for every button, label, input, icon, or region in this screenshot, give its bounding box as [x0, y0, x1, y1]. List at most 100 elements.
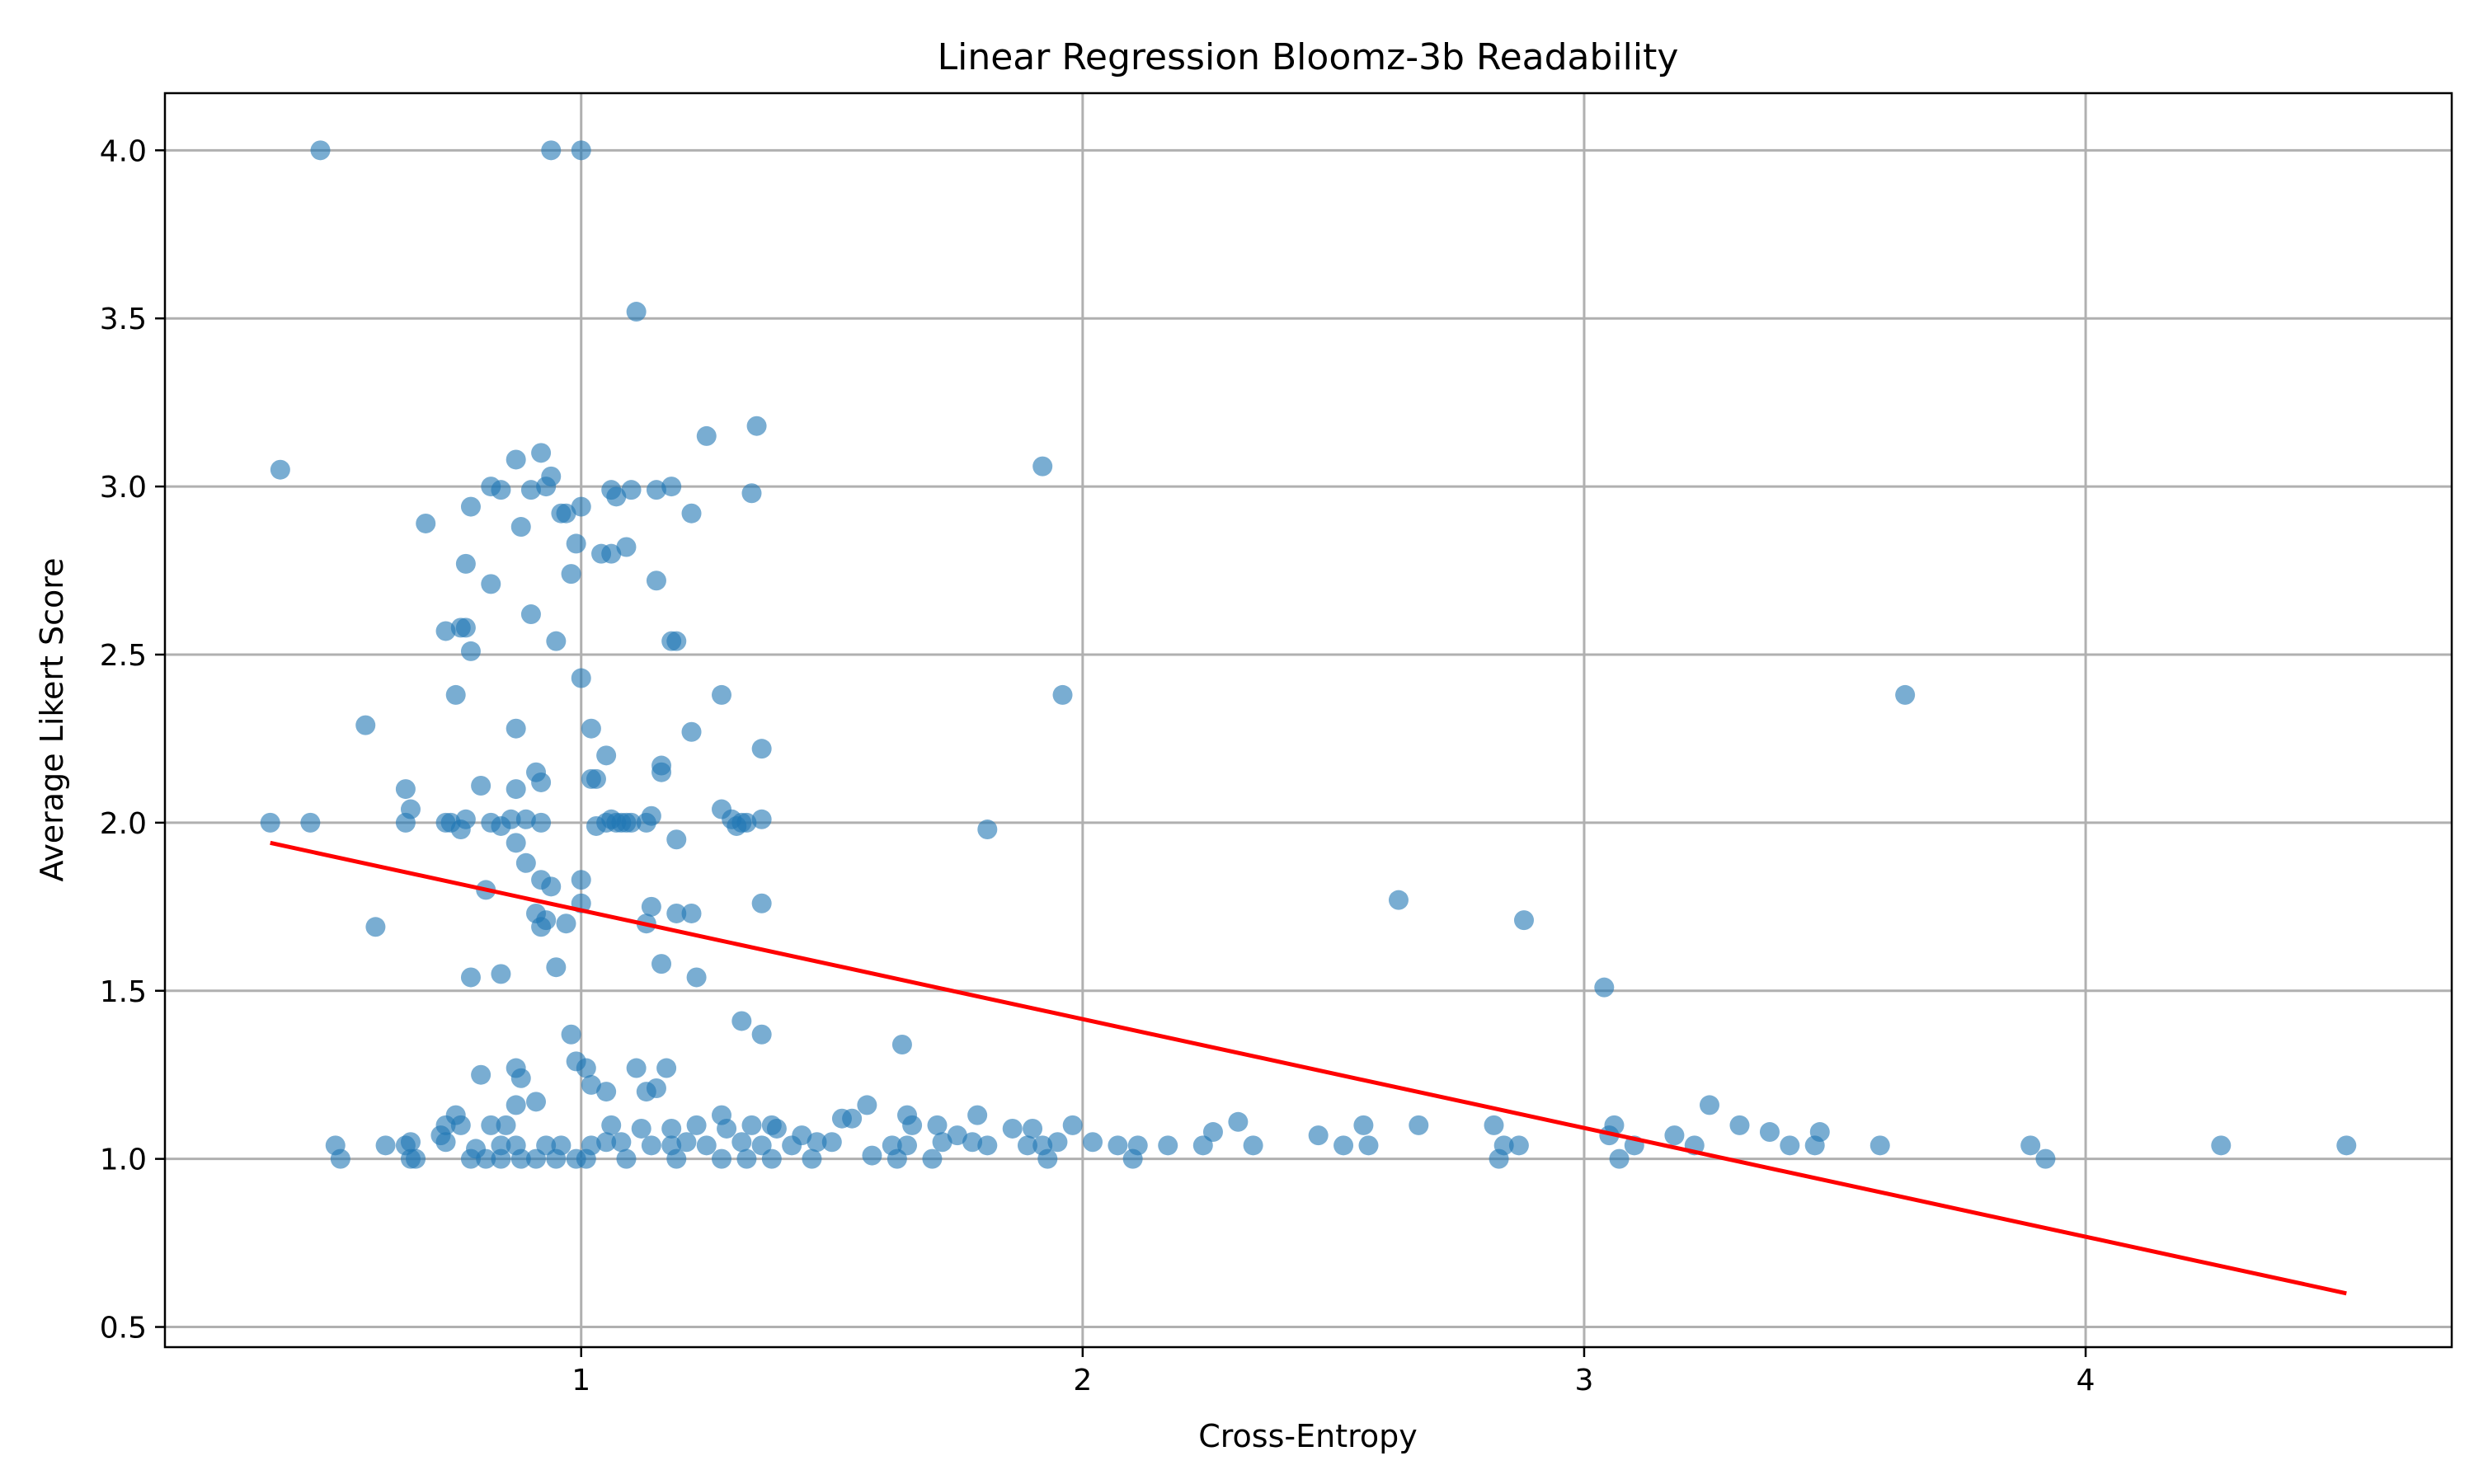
x-tick-label: 2 — [1073, 1364, 1092, 1397]
scatter-point — [481, 1115, 501, 1135]
scatter-point — [506, 718, 526, 739]
scatter-point — [656, 1058, 677, 1078]
scatter-point — [1759, 1122, 1780, 1143]
y-tick-label: 1.0 — [100, 1144, 147, 1177]
scatter-point — [455, 618, 476, 638]
scatter-point — [1228, 1111, 1249, 1132]
scatter-point — [626, 1058, 647, 1078]
scatter-point — [601, 1115, 622, 1135]
scatter-point — [1158, 1135, 1178, 1156]
scatter-point — [576, 1148, 596, 1169]
scatter-point — [395, 812, 416, 833]
scatter-point — [355, 715, 376, 735]
scatter-point — [2020, 1135, 2041, 1156]
scatter-point — [681, 721, 702, 742]
scatter-point — [450, 1115, 471, 1135]
scatter-point — [556, 913, 576, 934]
scatter-point — [365, 917, 386, 937]
scatter-point — [1037, 1148, 1058, 1169]
scatter-point — [862, 1145, 882, 1166]
scatter-point — [766, 1118, 787, 1139]
scatter-point — [1895, 684, 1916, 705]
scatter-point — [736, 1148, 757, 1169]
scatter-point — [651, 954, 672, 974]
scatter-point — [596, 1132, 617, 1153]
scatter-point — [541, 876, 562, 897]
scatter-point — [546, 631, 567, 651]
regression-line-layer — [270, 840, 2347, 1296]
scatter-point — [741, 1115, 762, 1135]
scatter-point — [506, 1095, 526, 1115]
scatter-point — [571, 140, 591, 161]
scatter-point — [681, 903, 702, 923]
scatter-point — [330, 1148, 350, 1169]
scatter-point — [520, 480, 541, 500]
scatter-point — [1062, 1115, 1083, 1135]
scatter-point — [977, 1135, 998, 1156]
scatter-point — [932, 1132, 952, 1153]
scatter-point — [460, 1148, 481, 1169]
scatter-point — [2336, 1135, 2357, 1156]
scatter-point — [1513, 910, 1534, 931]
y-tick-label: 2.5 — [100, 639, 147, 673]
scatter-point — [1489, 1148, 1509, 1169]
scatter-point — [887, 1148, 907, 1169]
scatter-point — [496, 1115, 516, 1135]
scatter-point — [471, 1064, 492, 1085]
scatter-point — [526, 1092, 547, 1112]
scatter-point — [460, 496, 481, 517]
scatter-point — [1023, 1118, 1043, 1139]
scatter-point — [596, 745, 617, 766]
y-axis-label: Average Likert Score — [34, 558, 70, 882]
scatter-point — [531, 772, 552, 792]
scatter-point — [515, 852, 536, 873]
chart-title: Linear Regression Bloomz-3b Readability — [938, 36, 1679, 78]
scatter-point — [651, 762, 672, 782]
scatter-point — [641, 1135, 661, 1156]
scatter-point — [581, 1074, 601, 1095]
scatter-point — [510, 517, 531, 538]
scatter-point — [741, 483, 762, 504]
x-axis-label: Cross-Entropy — [1198, 1418, 1418, 1454]
scatter-point — [736, 812, 757, 833]
scatter-point — [601, 543, 622, 564]
scatter-point — [541, 140, 562, 161]
scatter-point — [546, 957, 567, 978]
scatter-point — [531, 443, 552, 463]
scatter-point — [1409, 1115, 1429, 1135]
scatter-point — [631, 1118, 651, 1139]
scatter-point — [696, 425, 717, 446]
scatter-point — [596, 1082, 617, 1102]
scatter-point — [902, 1115, 923, 1135]
scatter-point — [947, 1125, 967, 1146]
scatter-point — [621, 480, 642, 500]
scatter-point — [686, 1115, 707, 1135]
scatter-point — [842, 1108, 863, 1129]
scatter-point — [661, 1118, 682, 1139]
scatter-point — [491, 964, 511, 984]
scatter-point — [576, 1058, 596, 1078]
scatter-point — [666, 903, 687, 923]
scatter-point — [501, 809, 521, 829]
scatter-point — [2211, 1135, 2232, 1156]
scatter-point — [310, 140, 331, 161]
scatter-point — [1308, 1125, 1329, 1146]
scatter-point — [1032, 456, 1053, 477]
scatter-point — [962, 1132, 983, 1153]
scatter-point — [641, 896, 661, 917]
scatter-point — [566, 533, 586, 554]
scatter-point — [807, 1132, 827, 1153]
scatter-point — [676, 1132, 697, 1153]
scatter-point — [571, 496, 591, 517]
scatter-point — [621, 812, 642, 833]
scatter-point — [616, 537, 637, 557]
scatter-point — [300, 812, 321, 833]
scatter-point — [1243, 1135, 1263, 1156]
scatter-point — [260, 812, 280, 833]
scatter-point — [746, 416, 767, 436]
scatter-point — [751, 739, 772, 759]
scatter-point — [546, 1148, 567, 1169]
scatter-point — [1083, 1132, 1103, 1153]
scatter-point — [435, 1132, 456, 1153]
